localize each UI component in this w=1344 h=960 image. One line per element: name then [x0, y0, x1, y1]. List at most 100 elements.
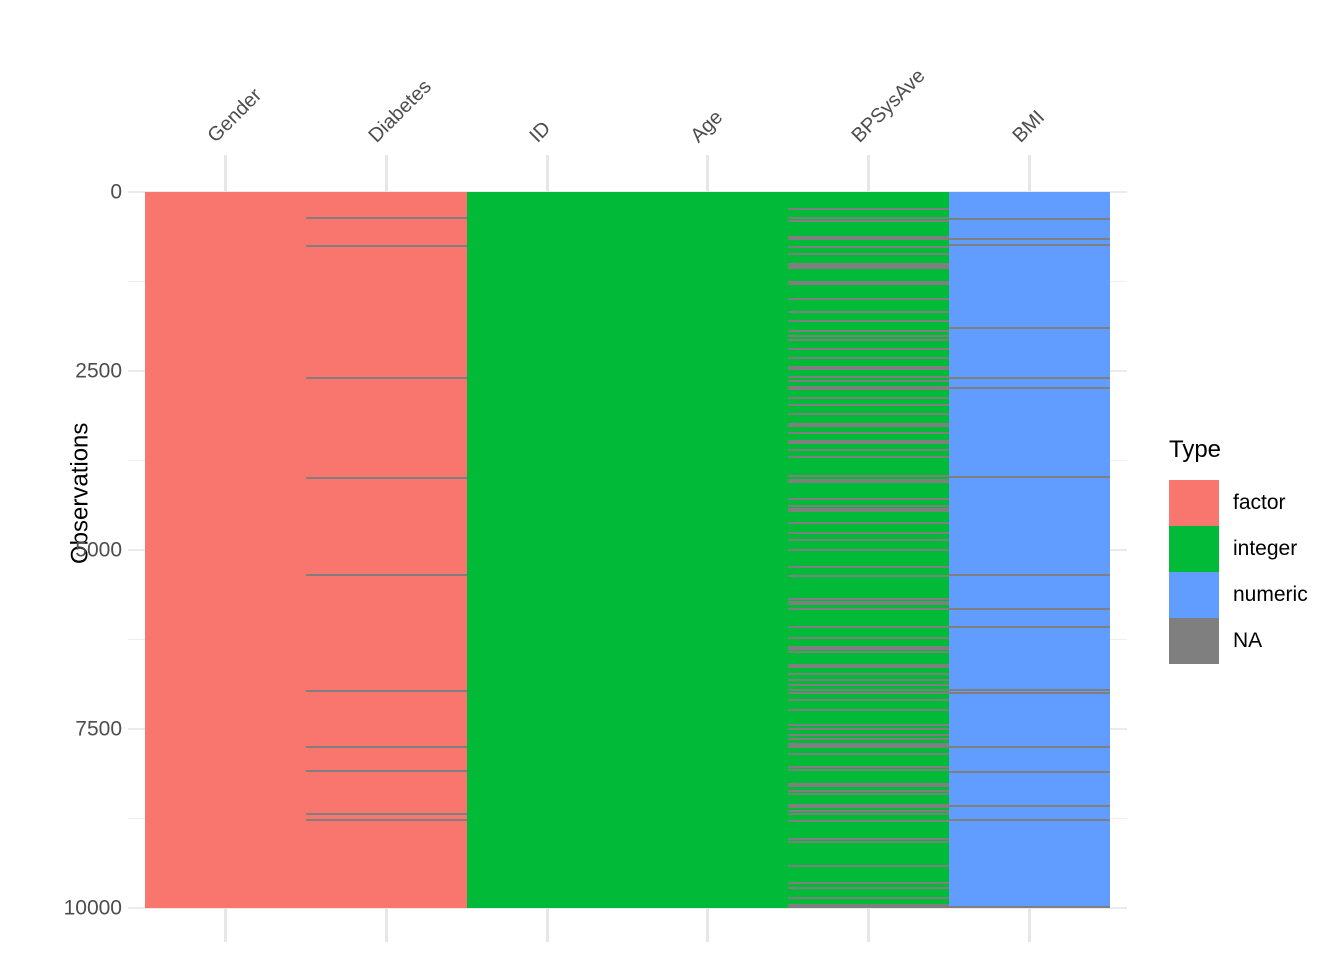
legend-swatch [1169, 480, 1219, 526]
na-line [788, 864, 950, 867]
na-line [788, 237, 950, 240]
na-line [788, 425, 950, 428]
na-line [788, 339, 950, 342]
na-line [788, 752, 950, 755]
na-line [788, 744, 950, 747]
na-line [305, 217, 467, 220]
na-line [788, 253, 950, 256]
legend-entries: factor integer numeric NA [1169, 480, 1308, 664]
na-line [788, 347, 950, 350]
na-line [788, 217, 950, 220]
legend-label: factor [1233, 491, 1286, 514]
na-line [788, 903, 950, 908]
na-line [788, 335, 950, 338]
legend-swatch [1169, 618, 1219, 664]
na-line [788, 766, 950, 769]
legend-entry-factor: factor [1169, 480, 1308, 526]
data-column-diabetes [305, 192, 467, 908]
na-line [949, 217, 1110, 220]
na-line [305, 573, 467, 576]
na-line [788, 742, 950, 745]
na-line [788, 208, 950, 211]
na-line [305, 245, 467, 248]
na-line [788, 819, 950, 822]
y-tick-label: 7500 [75, 717, 122, 741]
na-line [788, 439, 950, 442]
na-line [788, 538, 950, 541]
gridline-vertical-stub [384, 155, 388, 192]
na-line [788, 838, 950, 841]
y-tick-label: 0 [110, 180, 122, 204]
legend-title: Type [1169, 436, 1222, 463]
na-line [788, 881, 950, 884]
gridline-vertical-stub [545, 155, 549, 192]
na-line [788, 455, 950, 458]
na-line [949, 691, 1110, 694]
na-line [949, 689, 1110, 692]
gridline-vertical-stub [384, 908, 388, 942]
na-line [788, 607, 950, 610]
y-tick-label: 5000 [75, 538, 122, 562]
na-line [788, 809, 950, 812]
column-label-diabetes: Diabetes [364, 75, 437, 147]
na-line [788, 267, 950, 270]
na-line [788, 219, 950, 222]
gridline-vertical-stub [1028, 908, 1032, 942]
na-line [949, 475, 1110, 478]
na-line [788, 264, 950, 267]
na-line [788, 689, 950, 692]
y-tick-label: 10000 [63, 896, 122, 920]
na-line [788, 664, 950, 669]
na-line [788, 812, 950, 815]
na-line [788, 235, 950, 238]
na-line [949, 905, 1110, 908]
na-line [949, 625, 1110, 628]
na-line [305, 376, 467, 379]
na-line [788, 397, 950, 400]
na-line [949, 386, 1110, 389]
na-line [305, 813, 467, 816]
column-label-id: ID [525, 117, 556, 147]
na-line [788, 510, 950, 513]
gridline-vertical-stub [1028, 155, 1032, 192]
na-line [305, 770, 467, 773]
legend-label: integer [1233, 537, 1298, 560]
na-line [788, 636, 950, 639]
na-line [788, 672, 950, 675]
na-line [788, 422, 950, 425]
na-line [788, 679, 950, 682]
na-line [788, 709, 950, 712]
na-line [788, 789, 950, 792]
legend-label: numeric [1233, 583, 1308, 606]
gridline-vertical-stub [545, 908, 549, 942]
na-line [788, 645, 950, 648]
na-line [949, 327, 1110, 330]
na-line [788, 442, 950, 445]
na-line [949, 573, 1110, 576]
gridline-vertical-stub [867, 908, 871, 942]
na-line [788, 379, 950, 382]
na-line [788, 691, 950, 694]
na-line [788, 522, 950, 525]
na-line [788, 699, 950, 702]
na-line [305, 819, 467, 822]
legend: Type factor integer numeric NA [1169, 436, 1308, 664]
na-line [305, 746, 467, 749]
column-label-gender: Gender [203, 84, 267, 147]
na-line [788, 475, 950, 478]
na-line [788, 505, 950, 508]
na-line [788, 532, 950, 535]
data-column-bpsysave [788, 192, 950, 908]
column-label-bmi: BMI [1008, 106, 1049, 147]
na-line [788, 246, 950, 249]
na-line [788, 375, 950, 378]
na-line [788, 574, 950, 577]
na-line [788, 479, 950, 484]
data-column-bmi [949, 192, 1110, 908]
na-line [788, 769, 950, 772]
na-line [788, 803, 950, 808]
na-line [788, 357, 950, 360]
na-line [788, 651, 950, 654]
legend-entry-integer: integer [1169, 526, 1308, 572]
data-column-age [627, 192, 789, 908]
